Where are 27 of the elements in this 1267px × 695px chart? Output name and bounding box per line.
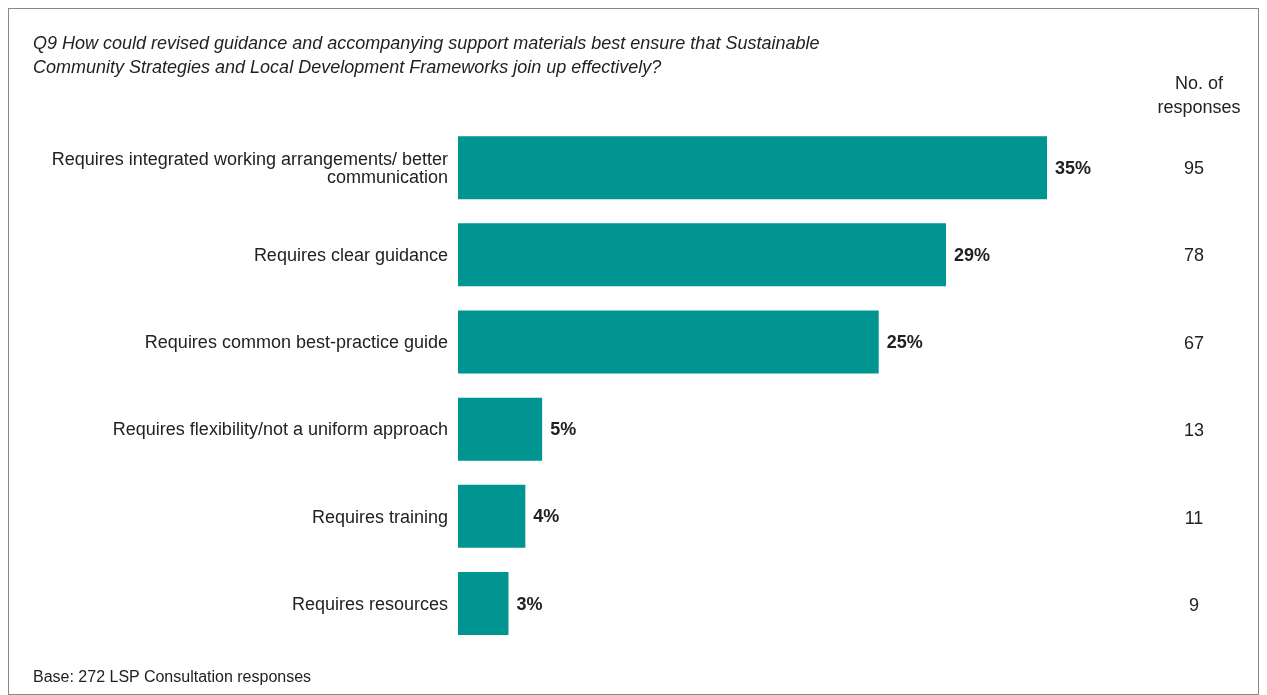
bar bbox=[458, 572, 509, 636]
y-tick-label: Requires integrated working arrangements/ better communication bbox=[51, 148, 448, 187]
data-label: 3% bbox=[516, 593, 543, 614]
data-label: 4% bbox=[533, 506, 560, 527]
bar bbox=[458, 223, 947, 287]
y-tick-label: Requires flexibility/not a uniform approach bbox=[112, 419, 448, 440]
text: Base: 272 LSP Consultation responses bbox=[33, 668, 312, 686]
bar bbox=[458, 397, 543, 461]
text: 9 bbox=[1188, 594, 1200, 618]
text: 78 bbox=[1183, 244, 1205, 268]
y-tick-label: Requires training bbox=[311, 506, 448, 527]
data-label: 29% bbox=[954, 244, 991, 265]
text: 13 bbox=[1183, 419, 1205, 443]
y-tick-label: Requires resources bbox=[291, 593, 448, 614]
bar bbox=[458, 310, 879, 374]
y-tick-label: Requires clear guidance bbox=[253, 245, 448, 266]
data-label: 5% bbox=[550, 419, 577, 440]
data-label: 35% bbox=[1055, 157, 1092, 178]
text: 95 bbox=[1183, 156, 1205, 180]
text: 11 bbox=[1183, 506, 1205, 530]
y-tick-label: Requires common best-practice guide bbox=[144, 332, 448, 353]
bar bbox=[458, 136, 1047, 200]
text: 67 bbox=[1183, 331, 1205, 355]
bar bbox=[458, 484, 526, 548]
text: No. of responses bbox=[1156, 72, 1242, 119]
chart-title: Q9 How could revised guidance and accompanying support materials best ensure that Sustainable Community Strategies and Local Development Frameworks join up effectively? bbox=[33, 32, 821, 79]
data-label: 25% bbox=[886, 332, 923, 353]
